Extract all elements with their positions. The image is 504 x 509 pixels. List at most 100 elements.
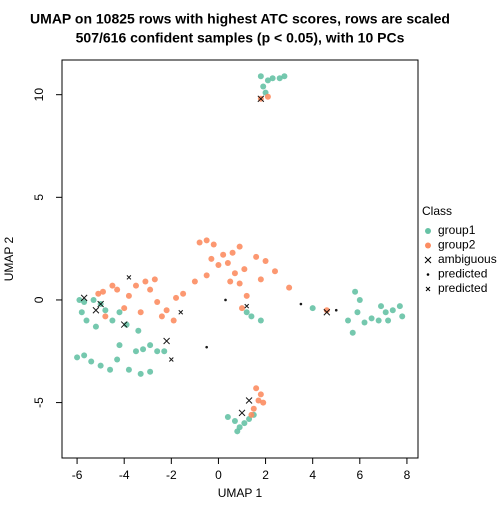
point bbox=[191, 278, 198, 285]
x-tick-label: -4 bbox=[119, 468, 130, 482]
point bbox=[352, 288, 359, 295]
point bbox=[276, 75, 283, 82]
legend-marker bbox=[425, 286, 431, 292]
point bbox=[78, 309, 85, 316]
point bbox=[92, 306, 100, 314]
point bbox=[375, 317, 382, 324]
point bbox=[243, 309, 250, 316]
point bbox=[239, 305, 246, 312]
point bbox=[205, 345, 208, 349]
point bbox=[168, 357, 174, 362]
point bbox=[257, 95, 265, 103]
point bbox=[260, 399, 267, 406]
point bbox=[264, 77, 271, 84]
point bbox=[196, 239, 203, 246]
point bbox=[323, 308, 331, 316]
point bbox=[161, 348, 168, 355]
point bbox=[368, 315, 375, 322]
point bbox=[231, 418, 238, 425]
point bbox=[203, 237, 210, 244]
point bbox=[121, 305, 128, 312]
point bbox=[361, 319, 368, 326]
point bbox=[173, 294, 180, 301]
point bbox=[241, 266, 248, 273]
point bbox=[147, 286, 154, 293]
point bbox=[236, 243, 243, 250]
point bbox=[238, 409, 246, 417]
point bbox=[125, 292, 132, 299]
point bbox=[178, 309, 184, 315]
point bbox=[92, 323, 99, 330]
point bbox=[224, 298, 227, 302]
point bbox=[354, 309, 361, 316]
point bbox=[99, 288, 106, 295]
point bbox=[257, 73, 264, 80]
y-tick-label: 0 bbox=[32, 296, 46, 303]
point bbox=[126, 275, 132, 280]
point bbox=[262, 257, 269, 264]
point bbox=[264, 93, 271, 100]
point bbox=[114, 286, 121, 293]
x-tick-label: 2 bbox=[262, 468, 269, 482]
point bbox=[299, 302, 303, 306]
point bbox=[142, 278, 149, 285]
point bbox=[140, 346, 147, 353]
legend-label: group2 bbox=[438, 238, 476, 252]
x-tick-label: -6 bbox=[72, 468, 83, 482]
point bbox=[356, 296, 363, 303]
legend-marker bbox=[425, 228, 431, 234]
point bbox=[132, 348, 139, 355]
point bbox=[281, 73, 288, 80]
point bbox=[102, 313, 109, 320]
legend-label: predicted bbox=[438, 267, 487, 281]
point bbox=[236, 280, 243, 287]
y-axis-label: UMAP 2 bbox=[2, 236, 16, 281]
point bbox=[220, 251, 227, 258]
point bbox=[135, 327, 142, 334]
point bbox=[385, 317, 392, 324]
point bbox=[163, 337, 170, 345]
point bbox=[244, 303, 250, 309]
point bbox=[132, 282, 139, 289]
point bbox=[257, 317, 264, 324]
point bbox=[215, 262, 222, 269]
point bbox=[137, 370, 144, 377]
point bbox=[210, 241, 217, 248]
point bbox=[349, 329, 356, 336]
x-axis-label: UMAP 1 bbox=[218, 486, 263, 500]
point bbox=[229, 249, 236, 256]
chart-title: UMAP on 10825 rows with highest ATC scor… bbox=[30, 11, 450, 27]
point bbox=[241, 420, 248, 427]
point bbox=[255, 397, 262, 404]
point bbox=[257, 391, 264, 398]
legend-marker bbox=[424, 256, 432, 264]
point bbox=[97, 300, 104, 308]
point bbox=[234, 428, 241, 435]
point bbox=[224, 413, 231, 420]
point bbox=[334, 308, 338, 312]
point bbox=[248, 411, 255, 418]
point bbox=[253, 253, 260, 260]
point bbox=[396, 303, 403, 310]
point bbox=[227, 278, 234, 285]
y-tick-label: -5 bbox=[32, 397, 46, 408]
point bbox=[250, 405, 257, 412]
point bbox=[97, 362, 104, 369]
point bbox=[81, 352, 88, 359]
point bbox=[180, 290, 187, 297]
chart-subtitle: 507/616 confident samples (p < 0.05), wi… bbox=[76, 30, 405, 46]
point bbox=[83, 317, 90, 324]
point bbox=[151, 276, 158, 283]
point bbox=[74, 354, 81, 361]
point bbox=[102, 307, 109, 314]
point bbox=[271, 268, 278, 275]
x-tick-label: 4 bbox=[309, 468, 316, 482]
point bbox=[243, 292, 250, 299]
y-tick-label: 10 bbox=[32, 88, 46, 102]
x-tick-label: 8 bbox=[404, 468, 411, 482]
point bbox=[253, 385, 260, 392]
x-tick-label: 6 bbox=[356, 468, 363, 482]
point bbox=[114, 356, 121, 363]
point bbox=[147, 342, 154, 349]
